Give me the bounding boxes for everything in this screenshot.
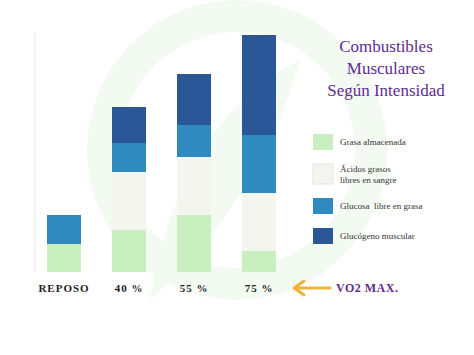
x-tick-label: 75 % <box>245 282 274 294</box>
legend-label: Ácidos grasoslibres en sangre <box>340 164 396 185</box>
legend-label-line: libres en sangre <box>340 175 396 185</box>
bar-stack <box>47 215 81 272</box>
legend-label-line: Glucosa libre en grasa <box>340 201 422 211</box>
bar-segment <box>47 215 81 216</box>
bar-segment <box>47 215 81 244</box>
watermark-leaf <box>150 60 300 300</box>
y-axis-line <box>35 32 36 272</box>
legend-label: Grasa almacenada <box>340 137 406 147</box>
legend-swatch <box>313 164 333 184</box>
title-line: Según Intensidad <box>327 81 445 100</box>
legend-label: Glucosa libre en grasa <box>340 201 422 211</box>
x-tick-label: REPOSO <box>38 282 89 294</box>
legend-swatch <box>313 134 333 150</box>
bar-segment <box>242 193 276 251</box>
bar-segment <box>112 230 146 272</box>
bar-segment <box>47 244 81 272</box>
title-line: Combustibles <box>339 37 433 56</box>
legend-label-line: Glucógeno muscular <box>340 231 415 241</box>
bar-segment <box>112 143 146 172</box>
bar-segment <box>177 157 211 215</box>
bar-stack <box>242 35 276 272</box>
legend-swatch <box>313 228 333 244</box>
bar-segment <box>112 107 146 143</box>
title: Combustibles Musculares Según Intensidad <box>327 37 445 100</box>
bar-segment <box>242 35 276 135</box>
x-tick-label: 40 % <box>115 282 144 294</box>
legend-label-line: Ácidos grasos <box>340 164 391 174</box>
bars <box>47 35 276 272</box>
annotation-arrow <box>294 281 330 295</box>
legend-swatch <box>313 198 333 214</box>
bar-segment <box>112 172 146 230</box>
bar-segment <box>177 215 211 272</box>
bar-stack <box>112 107 146 272</box>
legend-label: Glucógeno muscular <box>340 231 415 241</box>
bar-segment <box>177 125 211 157</box>
annotation-text: VO2 MAX. <box>336 281 398 295</box>
bar-stack <box>177 74 211 272</box>
title-line: Musculares <box>347 59 425 78</box>
bar-segment <box>242 251 276 272</box>
annotation: VO2 MAX. <box>294 281 398 295</box>
x-tick-label: 55 % <box>180 282 209 294</box>
chart: REPOSO 40 % 55 % 75 % Combustibles Musculares… <box>0 0 474 355</box>
bar-segment <box>177 74 211 125</box>
legend-label-line: Grasa almacenada <box>340 137 406 147</box>
legend: Grasa almacenada Ácidos grasoslibres en s… <box>313 134 422 244</box>
bar-segment <box>242 135 276 193</box>
